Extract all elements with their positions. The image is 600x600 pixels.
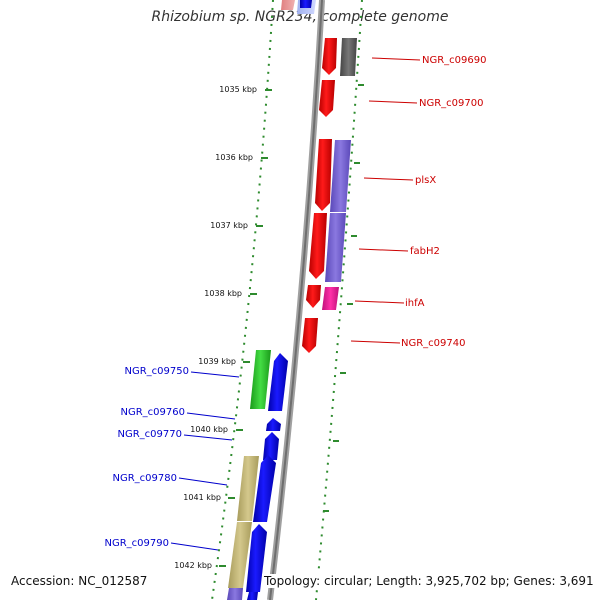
- label-ngr-c09770[interactable]: NGR_c09770: [118, 429, 183, 440]
- gene-magenta[interactable]: [322, 287, 339, 310]
- gene-ngr-c09740[interactable]: [302, 318, 318, 353]
- label-ngr-c09740[interactable]: NGR_c09740: [401, 338, 466, 349]
- gene-green[interactable]: [250, 350, 271, 409]
- accession-label: Accession:: [11, 574, 75, 588]
- label-ngr-c09700[interactable]: NGR_c09700: [419, 98, 484, 109]
- backbone-track: [267, 0, 325, 600]
- label-ngr-c09790[interactable]: NGR_c09790: [105, 538, 170, 549]
- genes-value: 3,691: [559, 574, 594, 588]
- tick-label: 1035 kbp: [219, 85, 257, 94]
- gene-ngr-c09700[interactable]: [319, 80, 335, 117]
- map-title: Rhizobium sp. NGR234, complete genome: [151, 9, 449, 25]
- labels-right: NGR_c09690 NGR_c09700 plsX fabH2 ihfA NG…: [401, 55, 487, 349]
- length-label: Length:: [376, 574, 422, 588]
- label-ngr-c09690[interactable]: NGR_c09690: [422, 55, 487, 66]
- tick-label: 1037 kbp: [210, 221, 248, 230]
- gene-partial-bottom-purple[interactable]: [227, 588, 243, 600]
- tick-mark: [256, 225, 263, 227]
- tick-label: 1040 kbp: [190, 425, 228, 434]
- accession-value: NC_012587: [78, 574, 148, 588]
- gene-ngr-c09690[interactable]: [322, 38, 337, 75]
- tick-mark: [250, 293, 257, 295]
- gc-dashes-right: [323, 84, 364, 512]
- genes-label: Genes:: [513, 574, 556, 588]
- gene-olive-lower[interactable]: [228, 522, 252, 588]
- gene-track: [227, 0, 357, 600]
- tick-mark: [243, 361, 250, 363]
- gene-ngr-c09780[interactable]: [253, 455, 276, 522]
- leader-lines-right: [350, 57, 421, 344]
- label-plsx[interactable]: plsX: [415, 175, 436, 186]
- label-ngr-c09780[interactable]: NGR_c09780: [113, 473, 178, 484]
- topology-label: Topology:: [264, 574, 321, 588]
- gene-fabh2[interactable]: [309, 213, 327, 279]
- label-ngr-c09750[interactable]: NGR_c09750: [125, 366, 190, 377]
- gene-olive-upper[interactable]: [237, 456, 259, 521]
- tick-mark: [261, 157, 268, 159]
- gene-purple-lower[interactable]: [325, 213, 346, 282]
- tick-label: 1039 kbp: [198, 357, 236, 366]
- gene-ngr-c09770[interactable]: [263, 432, 279, 460]
- tick-mark: [228, 497, 235, 499]
- gene-ngr-c09790[interactable]: [246, 524, 267, 592]
- tick-label: 1038 kbp: [204, 289, 242, 298]
- scale-ticks: 1035 kbp 1036 kbp 1037 kbp 1038 kbp 1039…: [174, 85, 272, 570]
- label-ihfa[interactable]: ihfA: [405, 298, 425, 309]
- gene-plsx[interactable]: [315, 139, 332, 211]
- tick-label: 1041 kbp: [183, 493, 221, 502]
- tick-mark: [236, 429, 243, 431]
- genome-stats: Topology: circular; Length: 3,925,702 bp…: [262, 574, 596, 588]
- labels-left: NGR_c09750 NGR_c09760 NGR_c09770 NGR_c09…: [105, 366, 190, 549]
- gene-ngr-c09750[interactable]: [268, 353, 288, 411]
- gene-ngr-c09760[interactable]: [266, 418, 281, 431]
- accession-info: Accession: NC_012587: [9, 574, 150, 588]
- gene-ihfa[interactable]: [306, 285, 321, 308]
- leader-lines-left: [170, 371, 240, 551]
- gene-partial-top-blue[interactable]: [300, 0, 312, 8]
- tick-label: 1042 kbp: [174, 561, 212, 570]
- tick-mark: [265, 89, 272, 91]
- topology-value: circular: [323, 574, 369, 588]
- gene-partial-bottom-blue[interactable]: [247, 592, 258, 600]
- tick-label: 1036 kbp: [215, 153, 253, 162]
- label-ngr-c09760[interactable]: NGR_c09760: [121, 407, 186, 418]
- tick-mark: [219, 565, 226, 567]
- gene-purple-upper[interactable]: [330, 140, 351, 212]
- label-fabh2[interactable]: fabH2: [410, 246, 440, 257]
- length-value: 3,925,702 bp: [425, 574, 506, 588]
- gene-partial-top-pink[interactable]: [281, 0, 295, 10]
- gene-grey-right[interactable]: [340, 38, 357, 76]
